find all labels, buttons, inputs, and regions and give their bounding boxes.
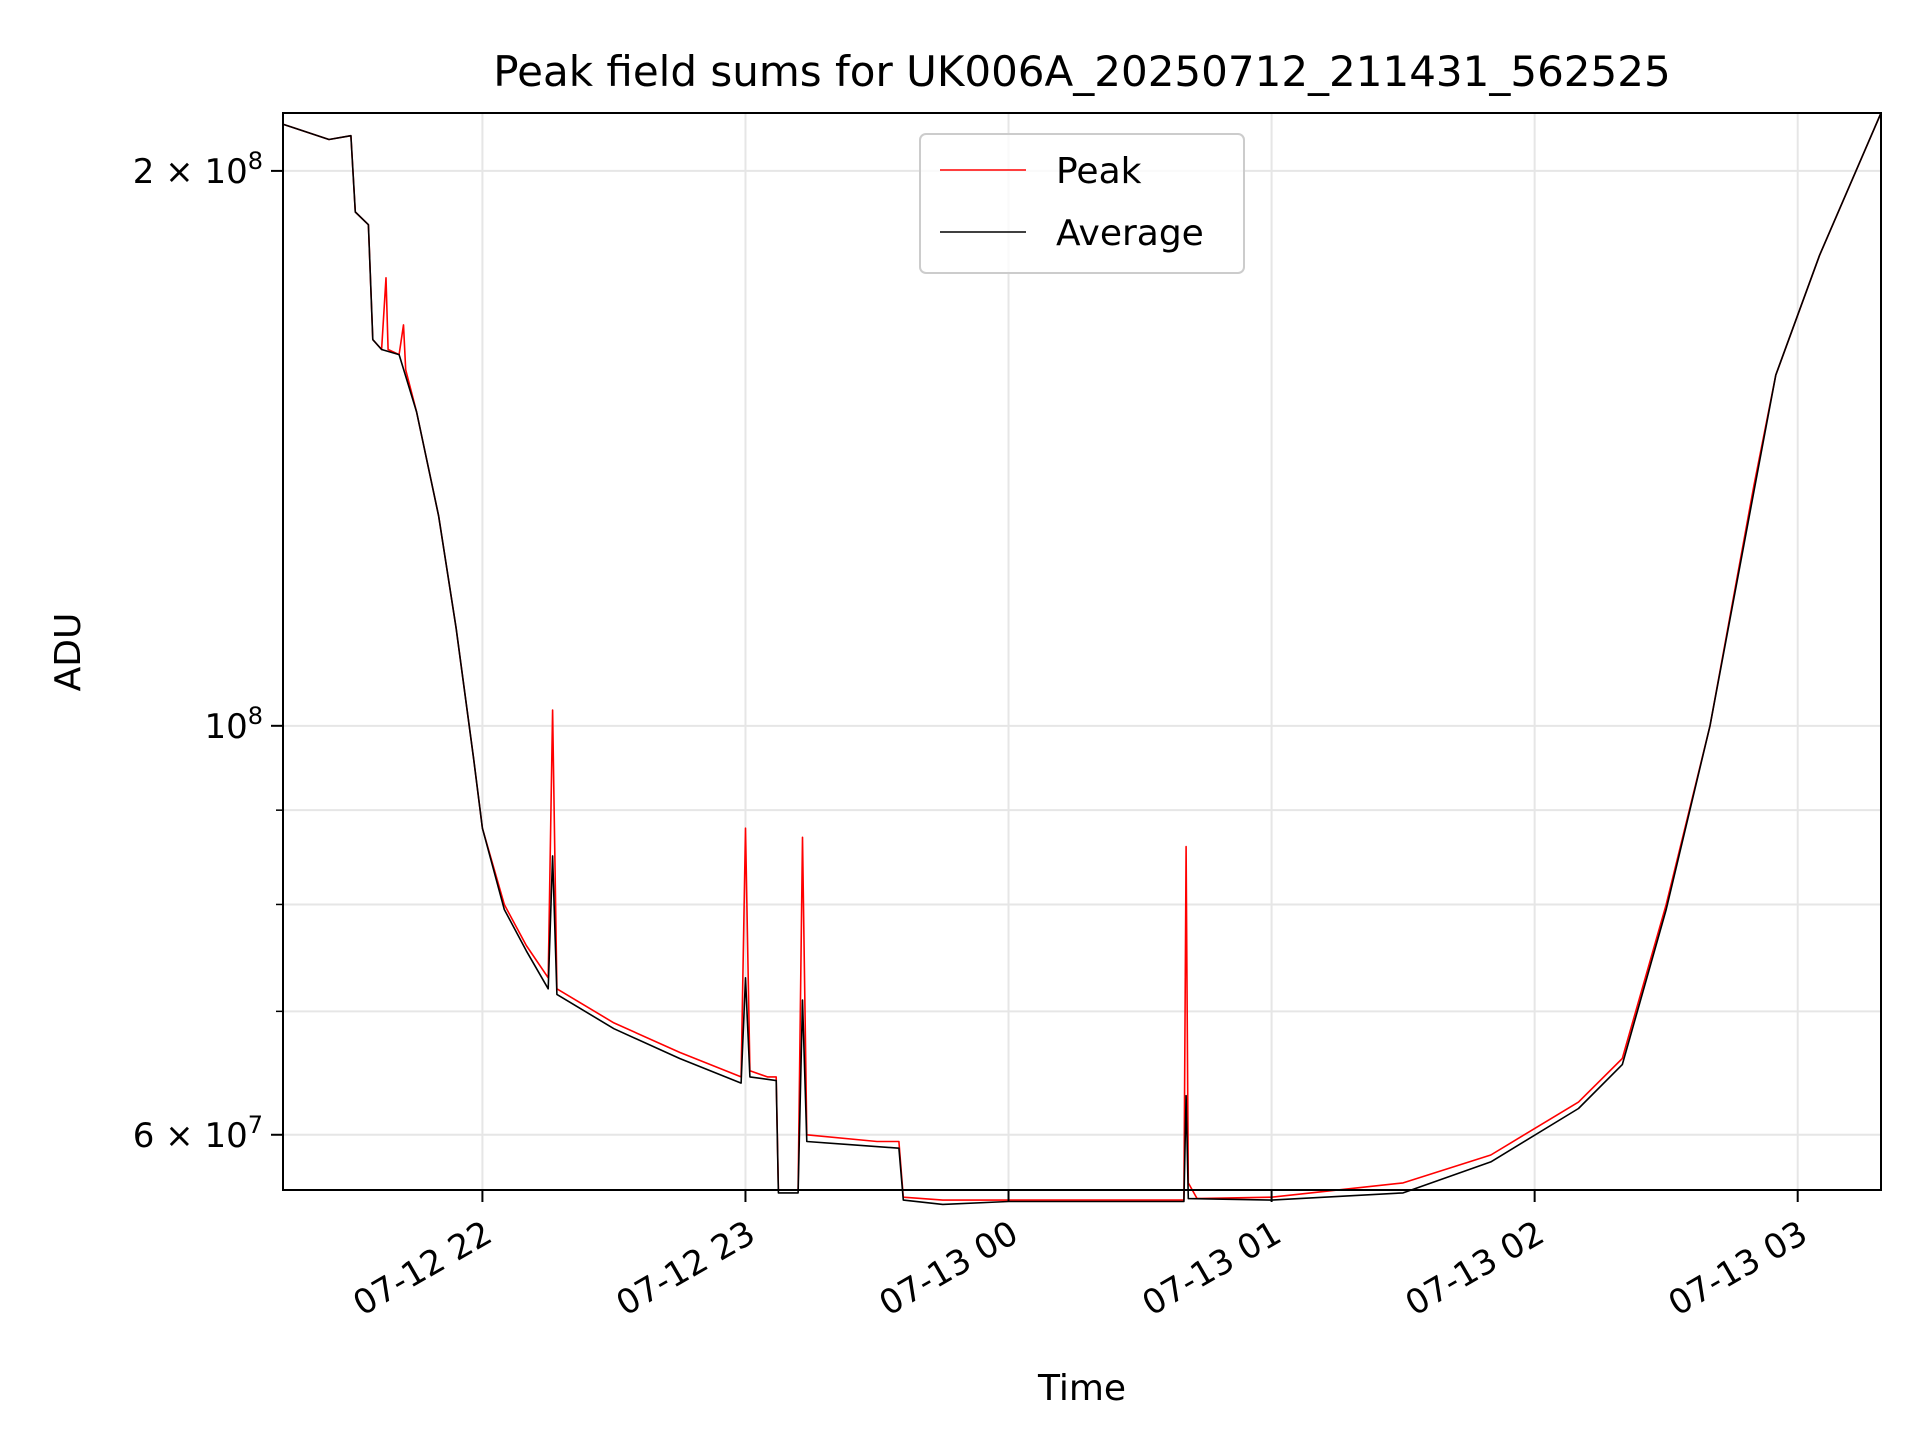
plot-frame — [282, 112, 1882, 1191]
y-axis-label: ADU — [48, 613, 89, 692]
chart-title: Peak field sums for UK006A_20250712_2114… — [493, 47, 1670, 96]
y-tick-label: 2 × 108 — [133, 147, 263, 192]
legend-label-peak: Peak — [1056, 151, 1142, 192]
y-tick-label: 6 × 107 — [133, 1111, 263, 1156]
x-axis-label: Time — [1037, 1368, 1126, 1409]
series-line-average — [282, 112, 1882, 1206]
legend-box — [919, 133, 1245, 274]
series-layer — [282, 112, 1882, 1206]
legend: Peak Average — [919, 133, 1245, 274]
y-tick-label: 108 — [204, 702, 263, 747]
legend-label-average: Average — [1056, 213, 1204, 254]
